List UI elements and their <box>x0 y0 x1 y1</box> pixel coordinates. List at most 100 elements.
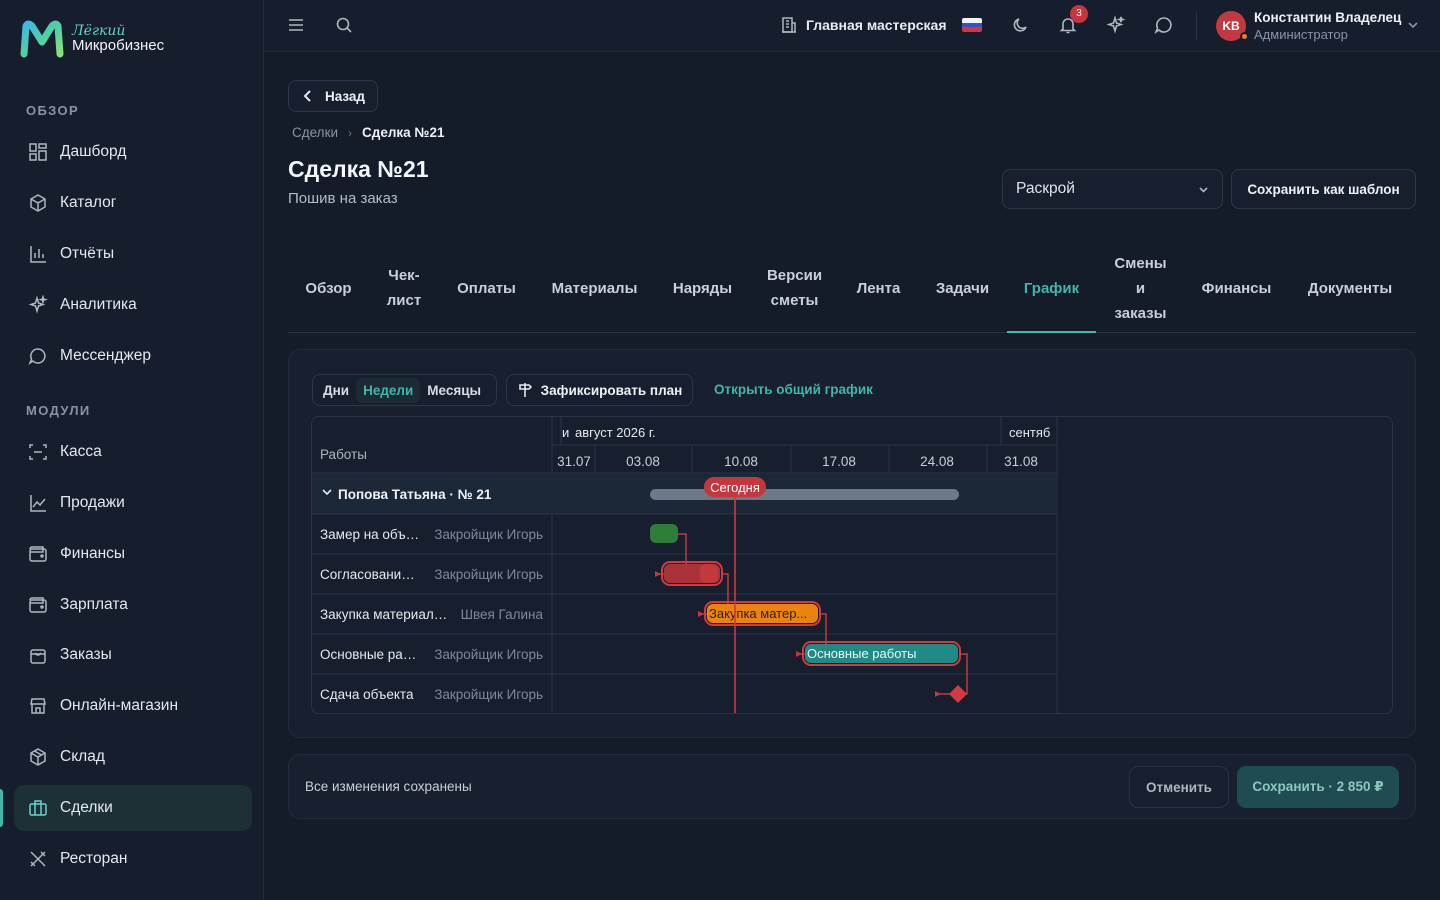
week-label: 24.08 <box>920 454 954 469</box>
app-logo[interactable]: Лёгкий Микробизнес <box>20 20 164 58</box>
milestone-diamond[interactable] <box>949 685 967 703</box>
search-icon[interactable] <box>333 14 355 36</box>
sidebar-item-sales[interactable]: Продажи <box>14 480 252 526</box>
signpost-icon <box>518 383 532 397</box>
tab-materials[interactable]: Материалы <box>534 276 655 301</box>
open-general-schedule-link[interactable]: Открыть общий график <box>714 382 873 397</box>
building-icon <box>782 17 796 33</box>
column-header-works: Работы <box>320 447 367 462</box>
tab-label: Документы <box>1307 279 1393 297</box>
active-indicator <box>0 789 3 827</box>
tab-feed[interactable]: Лента <box>839 276 918 301</box>
sidebar-item-analytics[interactable]: Аналитика <box>14 282 252 328</box>
chart-line-icon <box>30 495 46 512</box>
sidebar-item-label: Аналитика <box>60 296 137 313</box>
save-status: Все изменения сохранены <box>305 779 472 794</box>
chevron-down-icon[interactable] <box>1406 18 1420 32</box>
sidebar-item-salary[interactable]: Зарплата <box>14 582 252 628</box>
task-bar-label: Основные работы <box>807 646 916 661</box>
task-name[interactable]: Основные ра… <box>320 647 416 662</box>
dashboard-icon <box>29 143 47 161</box>
task-assignee: Закройщик Игорь <box>434 567 543 582</box>
tab-label: Наряды <box>672 279 733 297</box>
week-label: 31.08 <box>1004 454 1038 469</box>
tab-schedule[interactable]: График <box>1007 276 1096 301</box>
user-name[interactable]: Константин Владелец <box>1254 10 1402 25</box>
section-title-modules: МОДУЛИ <box>26 403 91 418</box>
menu-icon[interactable] <box>285 14 307 36</box>
task-bar[interactable] <box>805 644 958 663</box>
gantt-chart: Работы и август 2026 г. сентяб 31.07 03.… <box>311 416 1393 714</box>
scale-weeks-button[interactable]: Недели <box>356 377 421 403</box>
task-name[interactable]: Сдача объекта <box>320 687 414 702</box>
logo-icon <box>20 20 64 58</box>
back-button-label: Назад <box>324 88 366 104</box>
utensils-icon <box>30 851 46 867</box>
language-flag-icon[interactable] <box>962 18 982 32</box>
breadcrumb-parent[interactable]: Сделки <box>292 125 339 140</box>
logo-name: Микробизнес <box>72 37 165 55</box>
tab-payments[interactable]: Оплаты <box>439 276 534 301</box>
tab-label: Финансы <box>1201 279 1272 297</box>
tab-tasks[interactable]: Задачи <box>918 276 1007 301</box>
task-name[interactable]: Согласовани… <box>320 567 415 582</box>
sidebar-item-orders[interactable]: Заказы <box>14 632 252 678</box>
sidebar-item-label: Отчёты <box>60 245 115 262</box>
task-bar-outline <box>704 601 821 626</box>
sparkle-icon[interactable] <box>1105 14 1127 36</box>
tab-label: Материалы <box>551 279 638 297</box>
sidebar-item-messenger[interactable]: Мессенджер <box>14 333 252 379</box>
sidebar: Лёгкий Микробизнес ОБЗОР МОДУЛИ Дашборд … <box>0 0 264 900</box>
save-template-button[interactable]: Сохранить как шаблон <box>1231 169 1416 209</box>
save-button[interactable]: Сохранить · 2 850 ₽ <box>1237 766 1399 808</box>
sidebar-item-finance[interactable]: Финансы <box>14 531 252 577</box>
today-label: Сегодня <box>710 480 760 495</box>
task-bar-outline <box>802 641 961 666</box>
bell-icon[interactable] <box>1057 14 1079 36</box>
chat-icon[interactable] <box>1153 14 1175 36</box>
cancel-button[interactable]: Отменить <box>1129 766 1229 808</box>
sidebar-item-online-store[interactable]: Онлайн-магазин <box>14 683 252 729</box>
tab-label: Обзор <box>305 279 352 297</box>
tab-label: График <box>1023 279 1080 297</box>
workshop-name: Главная мастерская <box>806 17 947 33</box>
tab-checklist[interactable]: Чек-лист <box>369 263 439 313</box>
tab-work-orders[interactable]: Наряды <box>655 276 750 301</box>
sidebar-item-warehouse[interactable]: Склад <box>14 734 252 780</box>
topbar: Главная мастерская 3 KB Константин Владе… <box>264 0 1440 52</box>
group-summary-bar[interactable] <box>650 489 959 500</box>
arrow-icon <box>655 571 661 577</box>
briefcase-icon <box>29 800 47 816</box>
tab-label: Оплаты <box>457 279 516 297</box>
tab-shifts-orders[interactable]: Смены и заказы <box>1096 251 1185 326</box>
task-name[interactable]: Закупка материал… <box>320 607 447 622</box>
tab-finance[interactable]: Финансы <box>1185 276 1288 301</box>
fix-plan-label: Зафиксировать план <box>540 382 683 398</box>
group-label[interactable]: Попова Татьяна · № 21 <box>338 487 492 502</box>
tab-overview[interactable]: Обзор <box>288 276 369 301</box>
sidebar-item-deals[interactable]: Сделки <box>14 785 252 831</box>
sparkle-icon <box>28 295 48 314</box>
tab-documents[interactable]: Документы <box>1288 276 1412 301</box>
sidebar-item-restaurant[interactable]: Ресторан <box>14 836 252 882</box>
task-name[interactable]: Замер на объ… <box>320 527 419 542</box>
avatar[interactable]: KB <box>1216 11 1246 41</box>
moon-icon[interactable] <box>1010 14 1032 36</box>
sidebar-item-catalog[interactable]: Каталог <box>14 180 252 226</box>
sidebar-item-label: Продажи <box>60 494 125 511</box>
scan-icon <box>29 444 47 460</box>
stage-select-value: Раскрой <box>1016 180 1075 197</box>
scale-months-button[interactable]: Месяцы <box>427 382 482 398</box>
fix-plan-button[interactable]: Зафиксировать план <box>506 374 693 406</box>
task-assignee: Закройщик Игорь <box>434 687 543 702</box>
tab-estimate-versions[interactable]: Версии сметы <box>750 263 839 313</box>
task-bar[interactable] <box>650 524 678 543</box>
scale-days-button[interactable]: Дни <box>323 382 350 398</box>
chevron-down-icon[interactable] <box>322 489 332 496</box>
sidebar-item-dashboard[interactable]: Дашборд <box>14 129 252 175</box>
workshop-selector[interactable]: Главная мастерская <box>780 16 947 34</box>
stage-select[interactable]: Раскрой <box>1002 169 1223 209</box>
sidebar-item-cashier[interactable]: Касса <box>14 429 252 475</box>
sidebar-item-reports[interactable]: Отчёты <box>14 231 252 277</box>
back-button[interactable]: Назад <box>288 80 378 112</box>
